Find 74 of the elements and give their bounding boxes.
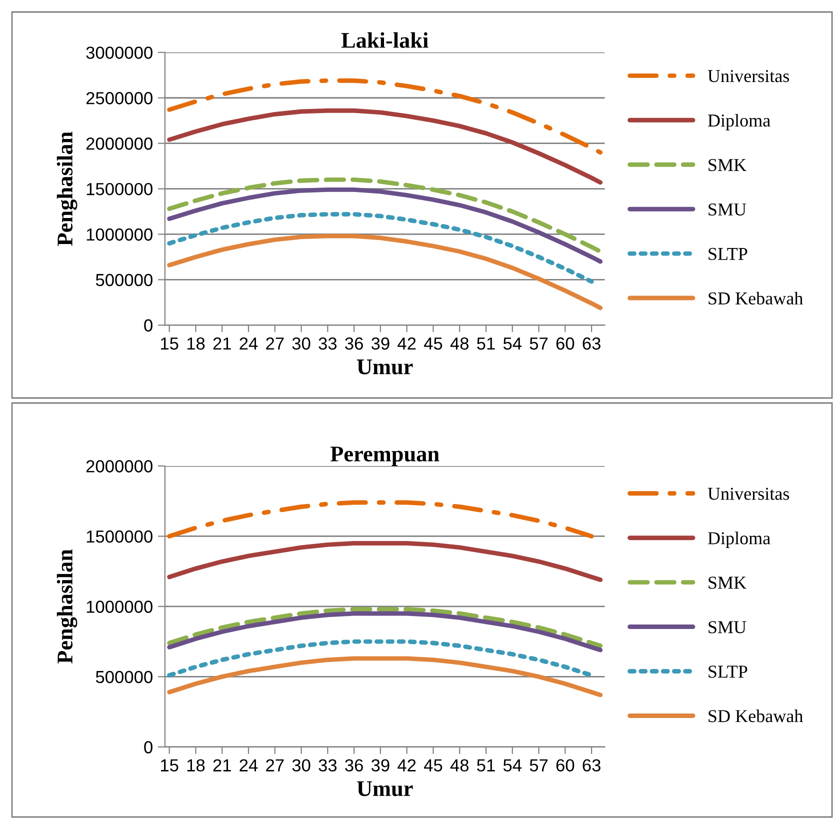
x-tick-label: 27 — [266, 759, 284, 772]
y-tick-label: 2500000 — [86, 92, 152, 104]
legend-label: SMK — [708, 576, 746, 589]
x-tick-label: 27 — [266, 337, 284, 350]
y-axis-title: Penghasilan — [56, 549, 78, 664]
y-tick-label: 500000 — [96, 274, 152, 286]
x-tick-label: 51 — [477, 338, 495, 350]
x-tick-label: 63 — [582, 759, 600, 772]
x-tick-label: 63 — [582, 337, 600, 350]
y-tick-label: 2000000 — [86, 137, 152, 150]
x-tick-label: 54 — [503, 759, 522, 772]
x-tick-label: 30 — [292, 337, 310, 350]
x-tick-label: 18 — [187, 337, 205, 350]
x-tick-label: 60 — [556, 759, 574, 772]
line-series — [167, 639, 594, 678]
x-axis-title: Umur — [357, 360, 413, 374]
line-series — [167, 500, 594, 538]
x-tick-label: 33 — [318, 759, 337, 772]
x-tick-label: 42 — [398, 337, 416, 350]
line-series — [167, 187, 603, 264]
legend-label: Universitas — [708, 70, 790, 82]
x-tick-label: 36 — [345, 759, 363, 772]
x-tick-label: 39 — [371, 759, 390, 772]
y-tick-label: 0 — [144, 319, 152, 332]
line-series — [167, 78, 603, 155]
legend-label: Diploma — [708, 532, 770, 548]
legend-label: SLTP — [708, 666, 748, 678]
x-tick-label: 48 — [450, 337, 469, 350]
x-tick-label: 33 — [318, 337, 337, 350]
x-tick-label: 24 — [240, 337, 258, 350]
legend-label: SD Kebawah — [708, 292, 803, 305]
y-tick-label: 500000 — [96, 670, 152, 684]
chart-title: Laki-laki — [341, 32, 428, 48]
line-series — [167, 656, 603, 698]
line-series — [167, 234, 603, 310]
x-tick-label: 21 — [213, 759, 231, 772]
x-tick-label: 39 — [371, 337, 390, 350]
x-tick-label: 45 — [424, 338, 442, 350]
legend-label: SMU — [708, 203, 746, 216]
x-tick-label: 48 — [450, 759, 469, 772]
x-tick-label: 15 — [161, 338, 178, 350]
x-axis-title: Umur — [357, 781, 413, 796]
x-tick-label: 51 — [477, 759, 495, 772]
chart-title: Perempuan — [330, 446, 440, 466]
x-tick-label: 36 — [345, 337, 363, 350]
legend-label: SLTP — [708, 248, 748, 260]
y-tick-label: 1000000 — [86, 228, 152, 241]
line-series — [167, 177, 603, 254]
y-tick-label: 1500000 — [86, 530, 152, 543]
line-series — [167, 541, 603, 582]
legend-label: Diploma — [708, 114, 770, 130]
y-tick-label: 1500000 — [86, 182, 152, 196]
line-series — [167, 108, 603, 185]
x-tick-label: 15 — [161, 759, 178, 772]
x-tick-label: 21 — [213, 337, 231, 350]
legend-label: SD Kebawah — [708, 710, 803, 722]
y-axis-title: Penghasilan — [56, 132, 78, 246]
y-tick-label: 1000000 — [86, 600, 152, 613]
legend-label: SMK — [708, 158, 746, 172]
line-series — [167, 212, 594, 284]
x-tick-label: 24 — [240, 759, 258, 772]
x-tick-label: 45 — [424, 759, 442, 772]
x-tick-label: 57 — [530, 338, 548, 350]
legend-label: Universitas — [708, 488, 790, 500]
x-tick-label: 54 — [503, 338, 522, 350]
x-tick-label: 60 — [556, 337, 574, 350]
y-tick-label: 3000000 — [86, 46, 152, 59]
x-tick-label: 42 — [398, 759, 416, 772]
legend-label: SMU — [708, 621, 746, 634]
x-tick-label: 18 — [187, 759, 205, 772]
x-tick-label: 30 — [292, 759, 310, 772]
y-tick-label: 2000000 — [86, 460, 152, 472]
y-tick-label: 0 — [144, 741, 152, 754]
x-tick-label: 57 — [530, 759, 548, 772]
